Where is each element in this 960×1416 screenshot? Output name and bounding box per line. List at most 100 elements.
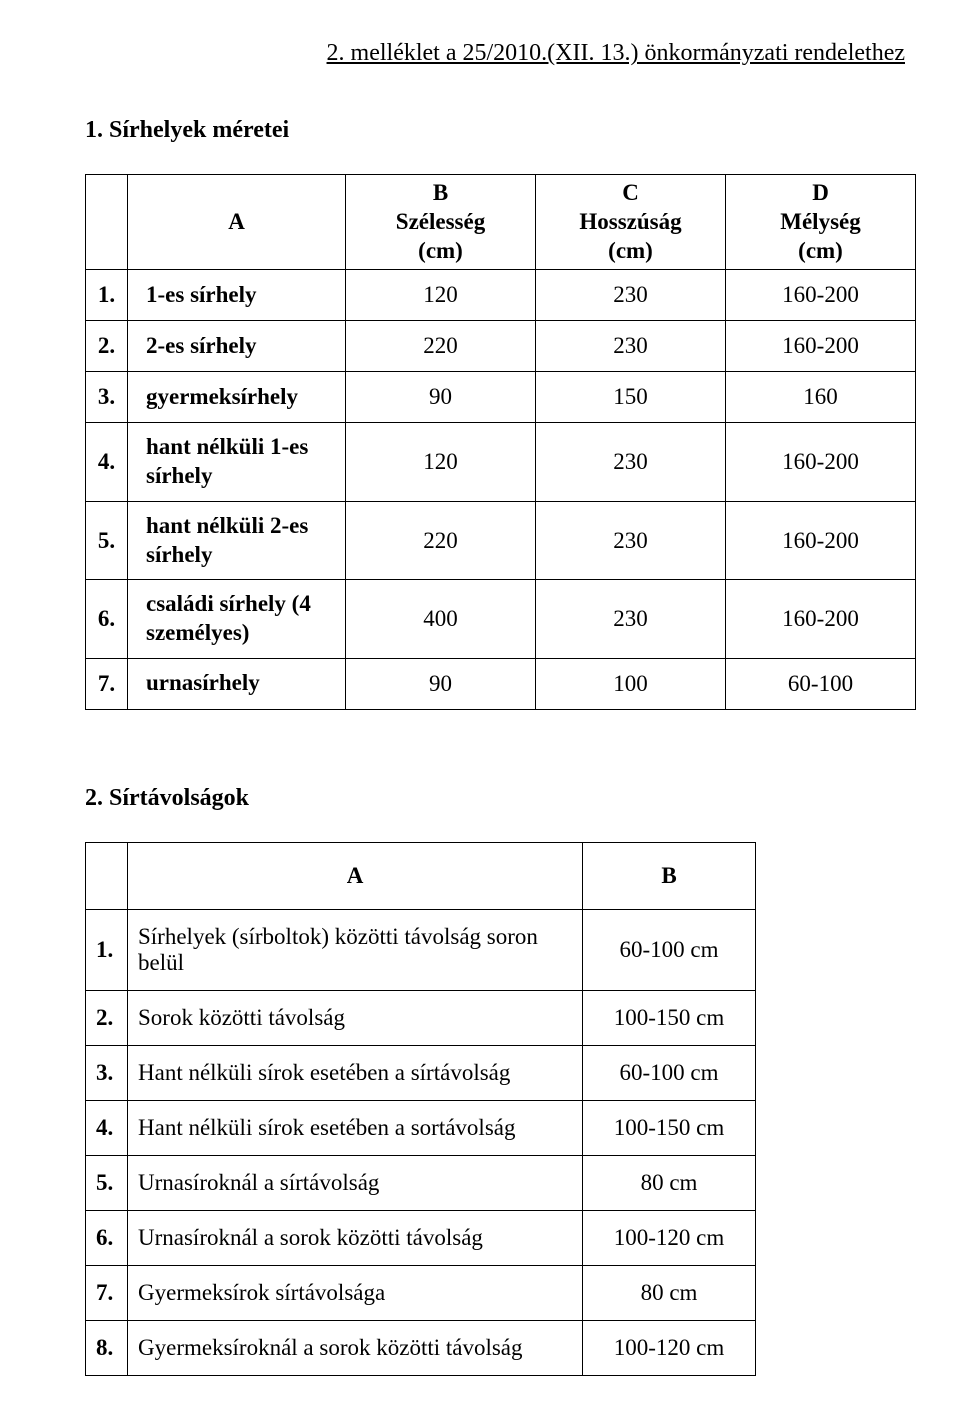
row-num: 6. [86,1210,128,1265]
table-row: 2. 2-es sírhely 220 230 160-200 [86,321,916,372]
table-sirhelyek-meretei: A B Szélesség (cm) C Hosszúság (cm) D Mé… [85,174,916,710]
row-val: 60-100 cm [583,1045,756,1100]
row-num: 8. [86,1320,128,1375]
row-c: 100 [536,658,726,709]
table-row: 3. gyermeksírhely 90 150 160 [86,372,916,423]
table1-header-b: B Szélesség (cm) [346,175,536,270]
row-num: 7. [86,1265,128,1320]
table-row: 1. 1-es sírhely 120 230 160-200 [86,270,916,321]
row-label: hant nélküli 2-es sírhely [128,501,346,580]
table-row: 5. Urnasíroknál a sírtávolság 80 cm [86,1155,756,1210]
row-label: urnasírhely [128,658,346,709]
row-label: hant nélküli 1-es sírhely [128,423,346,502]
table-row: 7. Gyermeksírok sírtávolsága 80 cm [86,1265,756,1320]
row-num: 4. [86,1100,128,1155]
row-desc: Urnasíroknál a sírtávolság [128,1155,583,1210]
header-d-line3: (cm) [798,238,843,263]
row-d: 160-200 [726,423,916,502]
row-num: 5. [86,1155,128,1210]
row-num: 3. [86,1045,128,1100]
table-row: 4. Hant nélküli sírok esetében a sortávo… [86,1100,756,1155]
table1-header-c: C Hosszúság (cm) [536,175,726,270]
table1-header-row: A B Szélesség (cm) C Hosszúság (cm) D Mé… [86,175,916,270]
header-a-text: A [228,209,245,234]
table2-header-blank [86,842,128,909]
header-d-line1: D [812,180,829,205]
row-c: 230 [536,501,726,580]
table-row: 6. Urnasíroknál a sorok közötti távolság… [86,1210,756,1265]
table-row: 5. hant nélküli 2-es sírhely 220 230 160… [86,501,916,580]
section1-heading: 1. Sírhelyek méretei [85,117,910,144]
row-val: 100-120 cm [583,1210,756,1265]
row-num: 5. [86,501,128,580]
row-val: 100-150 cm [583,1100,756,1155]
table-row: 8. Gyermeksíroknál a sorok közötti távol… [86,1320,756,1375]
row-desc: Sírhelyek (sírboltok) közötti távolság s… [128,909,583,990]
row-num: 1. [86,270,128,321]
table-row: 1. Sírhelyek (sírboltok) közötti távolsá… [86,909,756,990]
section2-heading: 2. Sírtávolságok [85,785,910,812]
row-num: 6. [86,580,128,659]
row-label: 2-es sírhely [128,321,346,372]
row-num: 7. [86,658,128,709]
row-desc: Hant nélküli sírok esetében a sírtávolsá… [128,1045,583,1100]
row-num: 2. [86,321,128,372]
header-c-line3: (cm) [608,238,653,263]
table-row: 4. hant nélküli 1-es sírhely 120 230 160… [86,423,916,502]
row-desc: Hant nélküli sírok esetében a sortávolsá… [128,1100,583,1155]
table-row: 7. urnasírhely 90 100 60-100 [86,658,916,709]
row-b: 90 [346,658,536,709]
row-val: 100-120 cm [583,1320,756,1375]
header-c-line1: C [622,180,639,205]
row-d: 160 [726,372,916,423]
row-c: 150 [536,372,726,423]
table-sirtavolsagok: A B 1. Sírhelyek (sírboltok) közötti táv… [85,842,756,1376]
row-b: 90 [346,372,536,423]
row-desc: Sorok közötti távolság [128,990,583,1045]
document-title: 2. melléklet a 25/2010.(XII. 13.) önkorm… [85,40,910,67]
row-desc: Urnasíroknál a sorok közötti távolság [128,1210,583,1265]
table-row: 2. Sorok közötti távolság 100-150 cm [86,990,756,1045]
row-val: 60-100 cm [583,909,756,990]
table1-header-blank [86,175,128,270]
row-d: 160-200 [726,321,916,372]
row-c: 230 [536,423,726,502]
row-b: 220 [346,501,536,580]
row-c: 230 [536,321,726,372]
row-d: 60-100 [726,658,916,709]
row-val: 80 cm [583,1265,756,1320]
row-num: 1. [86,909,128,990]
row-desc: Gyermeksírok sírtávolsága [128,1265,583,1320]
row-b: 400 [346,580,536,659]
header-b-line3: (cm) [418,238,463,263]
header-b-line1: B [433,180,448,205]
row-b: 120 [346,270,536,321]
row-c: 230 [536,580,726,659]
page: 2. melléklet a 25/2010.(XII. 13.) önkorm… [0,0,960,1416]
row-b: 120 [346,423,536,502]
row-num: 3. [86,372,128,423]
row-d: 160-200 [726,501,916,580]
table2-header-row: A B [86,842,756,909]
header-c-line2: Hosszúság [579,209,681,234]
row-c: 230 [536,270,726,321]
table-row: 3. Hant nélküli sírok esetében a sírtávo… [86,1045,756,1100]
row-b: 220 [346,321,536,372]
row-d: 160-200 [726,580,916,659]
row-val: 100-150 cm [583,990,756,1045]
header-d-line2: Mélység [780,209,860,234]
table-row: 6. családi sírhely (4 személyes) 400 230… [86,580,916,659]
row-num: 4. [86,423,128,502]
row-label: 1-es sírhely [128,270,346,321]
row-label: gyermeksírhely [128,372,346,423]
table2-header-b: B [583,842,756,909]
table2-header-a: A [128,842,583,909]
row-d: 160-200 [726,270,916,321]
row-val: 80 cm [583,1155,756,1210]
row-label: családi sírhely (4 személyes) [128,580,346,659]
header-b-line2: Szélesség [396,209,485,234]
row-num: 2. [86,990,128,1045]
table1-header-a: A [128,175,346,270]
table1-header-d: D Mélység (cm) [726,175,916,270]
row-desc: Gyermeksíroknál a sorok közötti távolság [128,1320,583,1375]
